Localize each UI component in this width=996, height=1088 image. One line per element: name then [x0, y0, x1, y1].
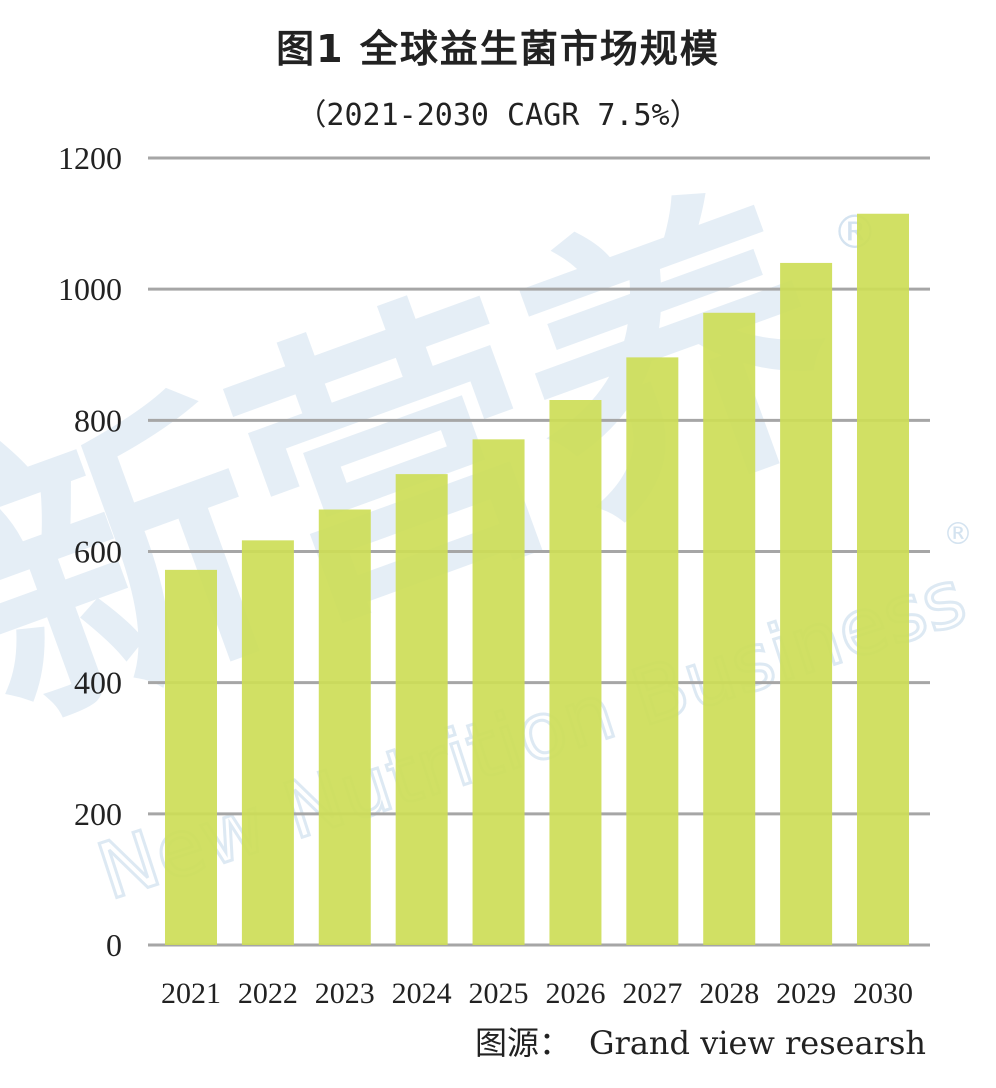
y-tick-label: 0 [106, 927, 122, 963]
source-label: 图源： [474, 1024, 571, 1062]
bar-2021 [165, 569, 217, 945]
x-tick-label: 2021 [161, 977, 221, 1010]
y-tick-label: 1200 [58, 140, 122, 176]
x-tick-label: 2025 [469, 977, 529, 1010]
bar-2027 [626, 357, 679, 946]
y-tick-label: 800 [74, 402, 122, 438]
bar-2030 [857, 213, 909, 945]
bar-2022 [241, 540, 294, 945]
x-tick-label: 2022 [238, 977, 298, 1010]
source-text: Grand view researsh [588, 1024, 926, 1062]
bar-2026 [549, 400, 602, 945]
x-tick-label: 2024 [392, 977, 452, 1010]
y-axis-ticks: 0 200 400 600 800 1000 1200 [58, 140, 122, 963]
x-tick-label: 2026 [545, 977, 605, 1010]
x-tick-label: 2028 [699, 977, 759, 1010]
y-tick-label: 600 [74, 534, 122, 570]
y-tick-label: 200 [74, 796, 122, 832]
bar-2024 [395, 474, 448, 945]
y-tick-label: 1000 [58, 271, 122, 307]
chart-title: 图1 全球益生菌市场规模 [276, 27, 720, 71]
bar-2023 [318, 509, 371, 945]
chart-source: 图源： Grand view researsh [475, 1018, 926, 1064]
bar-2028 [703, 312, 756, 945]
x-tick-label: 2023 [315, 977, 375, 1010]
chart-subtitle: （2021-2030 CAGR 7.5%） [296, 98, 700, 133]
x-tick-label: 2030 [853, 977, 913, 1010]
x-axis-ticks: 2021 2022 2023 2024 2025 2026 2027 2028 2029 2030 [161, 977, 913, 1010]
bar-2029 [780, 262, 833, 945]
bars [165, 213, 909, 946]
x-tick-label: 2029 [776, 977, 836, 1010]
x-tick-label: 2027 [622, 977, 682, 1010]
watermark-registered-mark-small: ® [943, 517, 973, 552]
y-tick-label: 400 [74, 665, 122, 701]
bar-2025 [472, 439, 525, 945]
